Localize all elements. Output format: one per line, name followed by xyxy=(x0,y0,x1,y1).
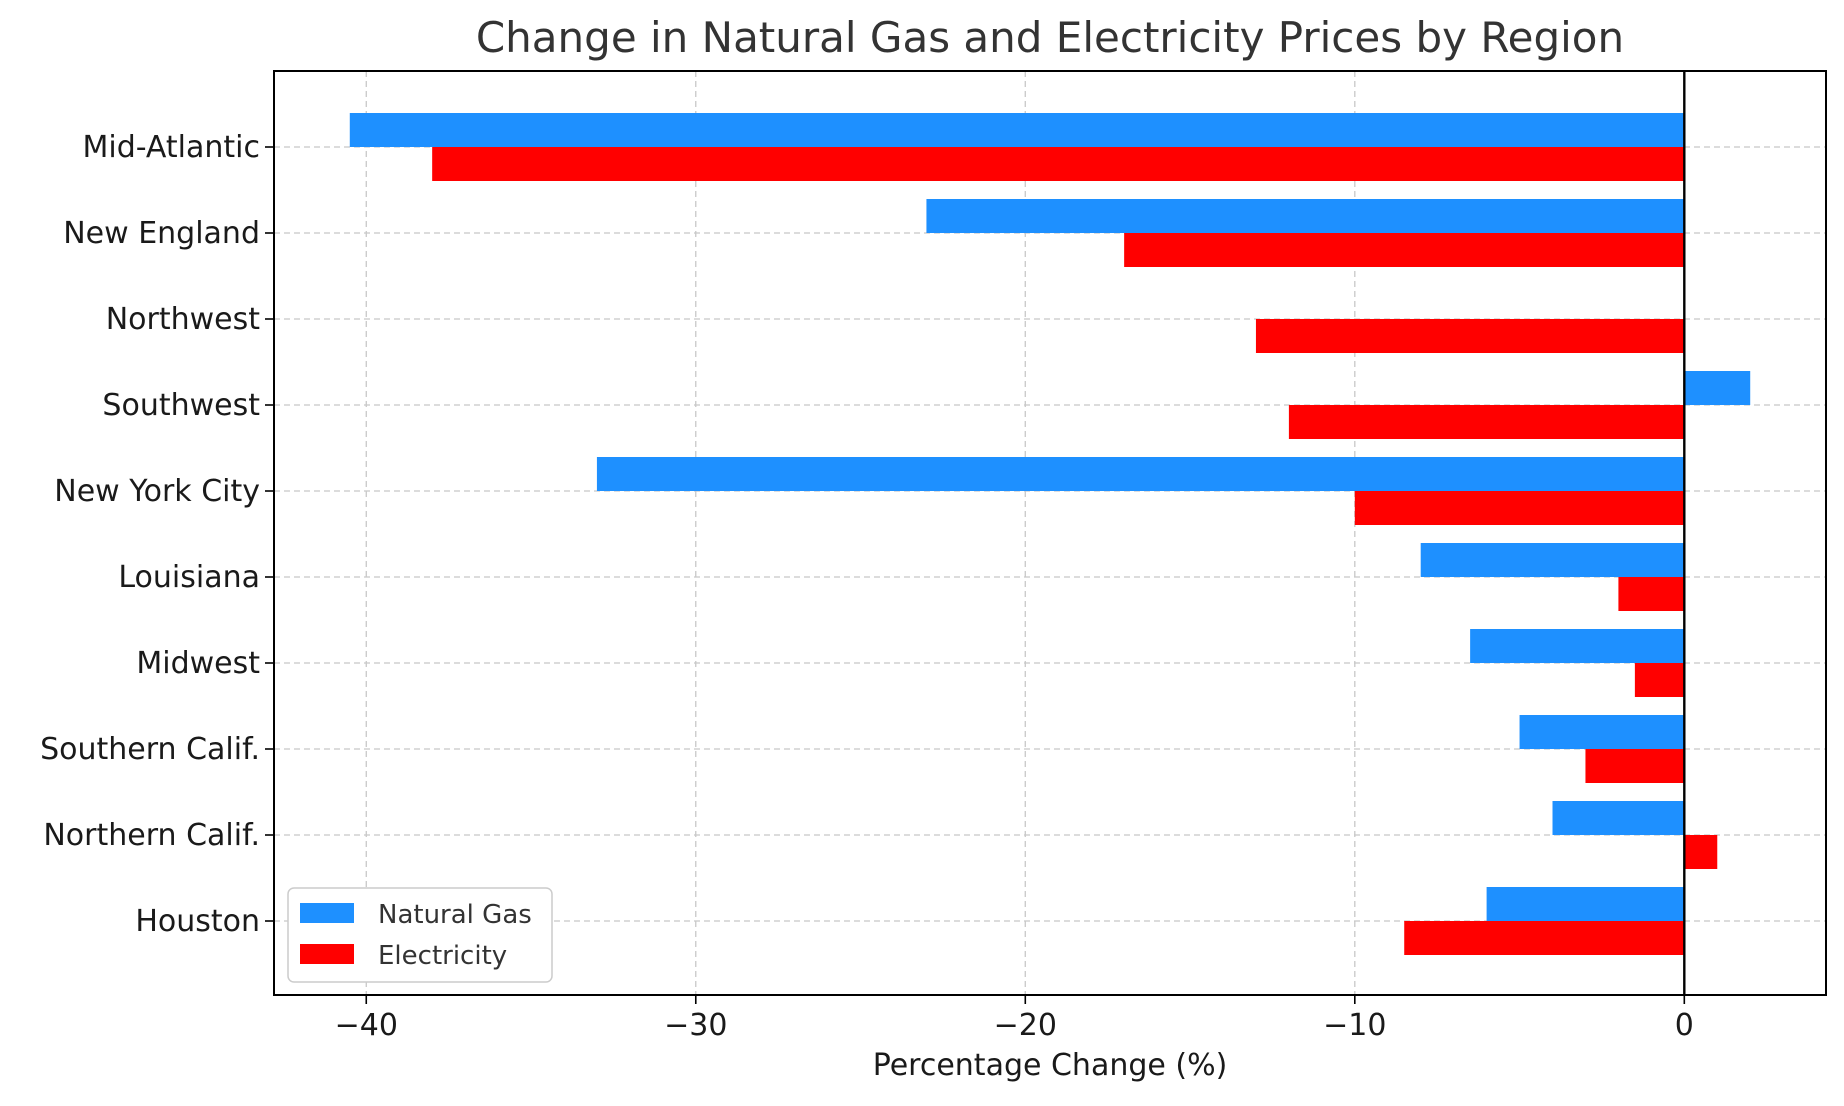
category-label: Northern Calif. xyxy=(43,818,260,853)
bars xyxy=(349,113,1751,955)
category-label: Southern Calif. xyxy=(40,732,260,767)
electricity-bar xyxy=(1585,749,1685,783)
electricity-bar xyxy=(1354,491,1685,525)
x-axis-ticks: −40 −30 −20 −10 0 xyxy=(335,995,1694,1043)
natural-gas-bar xyxy=(1486,887,1685,921)
electricity-bar xyxy=(1124,233,1685,267)
electricity-bar xyxy=(1684,835,1718,869)
electricity-bar xyxy=(1634,663,1685,697)
natural-gas-bar xyxy=(596,457,1685,491)
natural-gas-bar xyxy=(926,199,1685,233)
natural-gas-bar xyxy=(349,113,1685,147)
x-tick-label: −10 xyxy=(1323,1008,1386,1043)
electricity-bar xyxy=(1404,921,1685,955)
category-label: Houston xyxy=(135,904,260,939)
category-label: New England xyxy=(63,216,260,251)
category-label: Midwest xyxy=(136,646,260,681)
natural-gas-bar xyxy=(1470,629,1685,663)
x-tick-label: 0 xyxy=(1675,1008,1694,1043)
natural-gas-bar xyxy=(1552,801,1685,835)
electricity-bar xyxy=(1618,577,1685,611)
x-tick-label: −40 xyxy=(335,1008,398,1043)
legend-swatch-electricity xyxy=(300,944,354,964)
x-axis-label: Percentage Change (%) xyxy=(873,1048,1228,1083)
legend-label-electricity: Electricity xyxy=(378,941,507,971)
category-label: Southwest xyxy=(102,388,260,423)
natural-gas-bar xyxy=(1519,715,1685,749)
natural-gas-bar xyxy=(1420,543,1685,577)
legend-swatch-natural-gas xyxy=(300,903,354,923)
electricity-bar xyxy=(1288,405,1685,439)
plot-frame xyxy=(273,70,1827,996)
axes xyxy=(273,70,1827,996)
x-tick-label: −30 xyxy=(664,1008,727,1043)
category-label: Mid-Atlantic xyxy=(82,130,260,165)
legend-label-natural-gas: Natural Gas xyxy=(378,900,532,930)
category-label: Louisiana xyxy=(118,560,260,595)
y-axis-ticks: Mid-Atlantic New England Northwest Southwes… xyxy=(40,130,274,939)
chart-title: Change in Natural Gas and Electricity Pr… xyxy=(476,13,1624,62)
category-label: Northwest xyxy=(106,302,261,337)
category-label: New York City xyxy=(54,474,260,509)
natural-gas-bar xyxy=(1684,371,1751,405)
electricity-bar xyxy=(432,147,1685,181)
electricity-bar xyxy=(1255,319,1685,353)
x-tick-label: −20 xyxy=(994,1008,1057,1043)
legend: Natural Gas Electricity xyxy=(287,887,553,983)
